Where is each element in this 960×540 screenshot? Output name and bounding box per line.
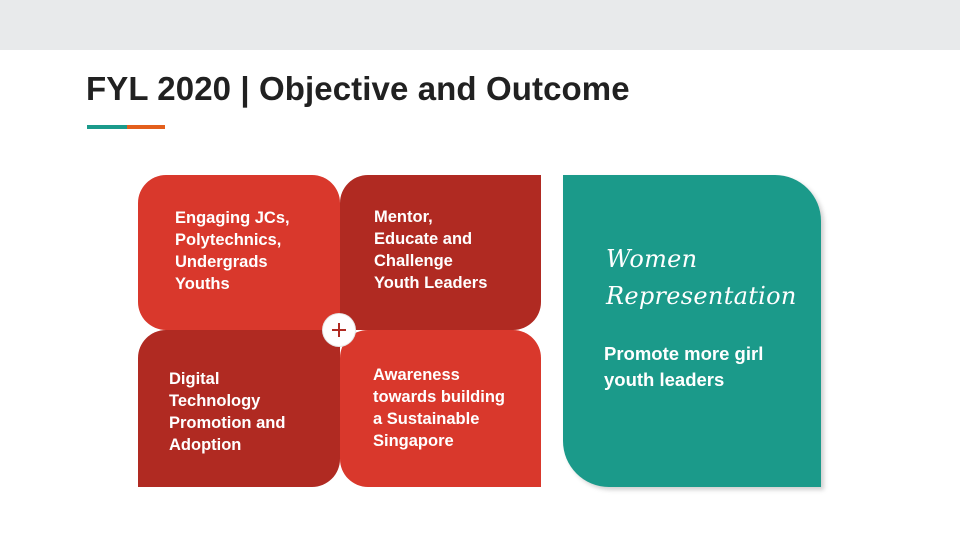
title-underline-orange	[127, 125, 165, 129]
title-underline-teal	[87, 125, 127, 129]
outcome-text: Promote more girl youth leaders	[604, 343, 764, 390]
quadrant-text: Mentor, Educate and Challenge Youth Lead…	[374, 208, 488, 292]
plus-icon	[323, 314, 355, 346]
quadrant-engaging-youths: Engaging JCs, Polytechnics, Undergrads Y…	[138, 175, 340, 330]
top-band	[0, 0, 960, 50]
quadrant-digital-technology: Digital Technology Promotion and Adoptio…	[138, 330, 340, 487]
quadrant-text: Digital Technology Promotion and Adoptio…	[169, 370, 286, 454]
outcome-card: Women Representation Promote more girl y…	[563, 175, 821, 487]
quadrant-text: Awareness towards building a Sustainable…	[373, 366, 505, 450]
slide-title: FYL 2020 | Objective and Outcome	[86, 70, 630, 107]
outcome-heading: Women Representation	[606, 245, 797, 310]
quadrant-mentor-educate: Mentor, Educate and Challenge Youth Lead…	[340, 175, 541, 330]
quadrant-text: Engaging JCs, Polytechnics, Undergrads Y…	[175, 209, 290, 293]
quadrant-sustainable-singapore: Awareness towards building a Sustainable…	[340, 330, 541, 487]
